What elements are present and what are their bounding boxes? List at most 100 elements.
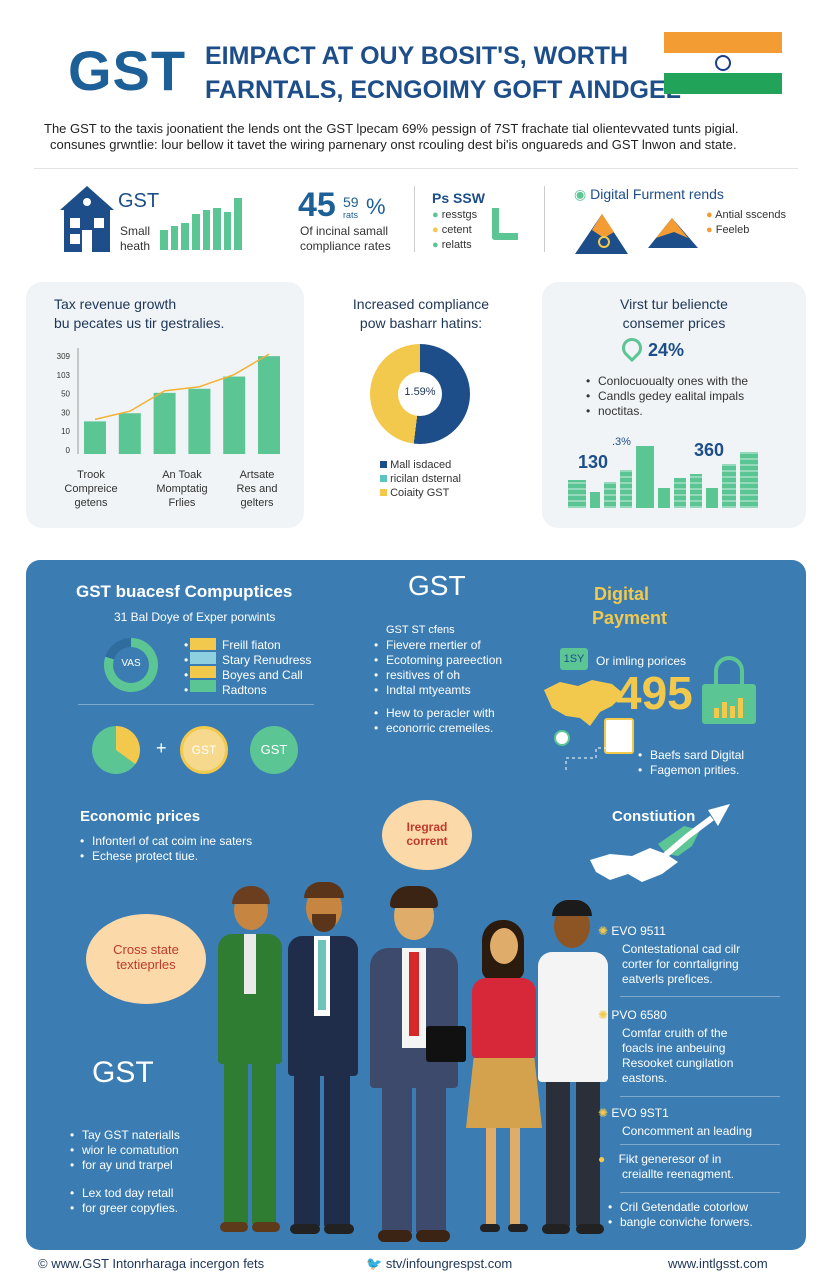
econ-title: Economic prices	[80, 808, 201, 825]
digital-bullets: Baefs sard Digital Fagemon prities.	[638, 748, 744, 778]
digital-title: ◉ Digital Furment rends	[574, 186, 724, 202]
cross-state-bubble: Cross state textieprles	[86, 914, 206, 1004]
divider	[620, 996, 780, 997]
intro-line1: The GST to the taxis joonatient the lend…	[44, 121, 739, 136]
price-tag-icon: 1SY	[560, 648, 588, 670]
big-number: 45	[298, 186, 336, 224]
divider	[34, 168, 798, 169]
dashed-arrow	[565, 747, 626, 770]
ps-item: ● resstgs	[432, 209, 478, 221]
pct-small: 59	[343, 194, 359, 210]
main-panel: GST buacesf Compuptices 31 Bal Doye of E…	[26, 560, 806, 1250]
revenue-bar-chart: 309 103 50 30 10 0	[57, 348, 280, 455]
digital-item: ● Antial sscends	[706, 209, 787, 221]
person-figure	[366, 886, 466, 1246]
label-pct: .3%	[612, 436, 631, 448]
check-shape-icon	[492, 208, 518, 240]
big-495: 495	[616, 667, 693, 719]
bar	[118, 413, 141, 454]
compliance-line1: Of incinal samall	[300, 224, 389, 238]
comp-title: GST buacesf Compuptices	[76, 582, 293, 601]
ps-item: ● cetent	[432, 224, 472, 236]
trend-line	[94, 353, 270, 421]
stat-heath-label: heath	[120, 239, 151, 253]
gear-icon: ✺	[598, 924, 609, 938]
legend-item: Coiaity GST	[380, 486, 461, 500]
y-tick-label: 10	[61, 427, 70, 436]
house-icon	[60, 186, 114, 252]
compliance-card: Increased compliance pow basharr hatins:…	[314, 282, 528, 528]
compliance-donut: 1.59%	[370, 344, 470, 444]
people-illustration	[186, 880, 608, 1250]
clipboard-icon	[604, 718, 634, 754]
plus-sign: +	[156, 738, 167, 758]
legend-item: Mall isdaced	[380, 458, 461, 472]
right-item: ✺ PVO 6580 Comfar cruith of the foacls i…	[598, 1008, 734, 1085]
bar	[188, 388, 211, 454]
card-subtitle: pow basharr hatins:	[359, 315, 483, 331]
gst-large: GST	[92, 1056, 154, 1089]
divider	[78, 704, 314, 705]
bar	[84, 421, 106, 454]
pct-sub: rats	[343, 210, 359, 220]
gear-icon: ✺	[598, 1106, 609, 1120]
label-130: 130	[578, 452, 609, 472]
category-label: Artsate Res and gelters	[236, 469, 278, 509]
consumer-bar-chart	[568, 446, 778, 508]
digital-title-1: Digital	[594, 584, 650, 604]
ps-item: ● relatts	[432, 239, 472, 251]
econ-list: Infonterl of cat coim ine saters Echese …	[80, 834, 252, 864]
left-bullets-2: Lex tod day retall for greer copyfies.	[70, 1186, 178, 1216]
coin-gst: GST	[180, 726, 228, 774]
mini-bar-chart	[160, 196, 242, 250]
offers-title: GST ST cfens	[386, 624, 455, 636]
mountain-icon	[575, 214, 698, 254]
compliance-legend: Mall isdaced ricilan dsternal Coiaity GS…	[380, 458, 461, 500]
vertical-divider	[544, 186, 545, 252]
comp-donut: VAS	[104, 638, 158, 692]
consumer-prices-card: Virst tur beliencte consemer prices 24% …	[542, 282, 806, 528]
digital-item: ● Feeleb	[706, 224, 750, 236]
page-title-line2: FARNTALS, ECNGOIMY GOFT AINDGEL	[205, 76, 681, 104]
ps-title: Ps SSW	[432, 190, 485, 206]
compliance-line2: compliance rates	[300, 239, 391, 253]
y-tick-label: 103	[57, 371, 71, 380]
footer-mid[interactable]: 🐦 stv/infoungrespst.com	[366, 1256, 513, 1271]
y-tick-label: 50	[61, 390, 70, 399]
card-title: Tax revenue growth	[54, 296, 177, 312]
copyright-icon: ©	[38, 1256, 48, 1271]
stat-gst-label: GST	[118, 190, 160, 212]
left-bullets-1: Tay GST naterialls wior le comatution fo…	[70, 1128, 180, 1173]
location-pin-icon	[617, 333, 647, 363]
gear-icon: ✺	[598, 1008, 609, 1022]
card-title: Increased compliance	[352, 296, 490, 312]
right-item: ● Fikt generesor of in creiallte reenagm…	[598, 1152, 735, 1181]
donut-center-label: 1.59%	[404, 386, 436, 398]
growth-map-icon	[590, 804, 730, 882]
card-subtitle: bu pecates us tir gestralies.	[54, 315, 225, 331]
footer-left[interactable]: © www.GST Intonrharaga incergon fets	[38, 1256, 265, 1271]
consumer-bullets: Conlocuoualty ones with the Candls gedey…	[586, 374, 748, 419]
percent-value: 24%	[648, 340, 685, 360]
person-figure	[466, 920, 542, 1240]
divider	[620, 1096, 780, 1097]
person-figure	[536, 900, 610, 1240]
pie-coin-icon	[92, 726, 140, 774]
y-tick-label: 309	[57, 352, 71, 361]
pct-sign: %	[366, 194, 386, 219]
comp-sub: 31 Bal Doye of Exper porwints	[114, 610, 276, 624]
page-title-line1: EIMPACT AT OUY BOSIT'S, WORTH	[205, 42, 629, 70]
speech-bubble: Iregrad corrent	[382, 800, 472, 870]
footer-right[interactable]: www.intlgsst.com	[668, 1256, 768, 1271]
intro-line2: consunes grwntlie: lour bellow it tavet …	[50, 137, 737, 152]
right-item: ✺ EVO 9ST1 Concomment an leading	[598, 1106, 753, 1138]
vertical-divider	[414, 186, 415, 252]
offers-list: Fievere rnertier of Ecotoming pareection…	[374, 638, 502, 698]
digital-list: ● Antial sscends ● Feeleb	[706, 208, 786, 238]
footer: © www.GST Intonrharaga incergon fets 🐦 s…	[0, 1250, 832, 1280]
stats-row: GST Small heath 45 59 rats % Of incinal …	[0, 170, 832, 270]
offers-list-2: Hew to peracler with econorric cremeiles…	[374, 706, 495, 736]
bar	[258, 356, 280, 454]
ps-list: ● resstgs ● cetent ● relatts	[432, 208, 477, 253]
digital-title-2: Payment	[592, 608, 668, 628]
